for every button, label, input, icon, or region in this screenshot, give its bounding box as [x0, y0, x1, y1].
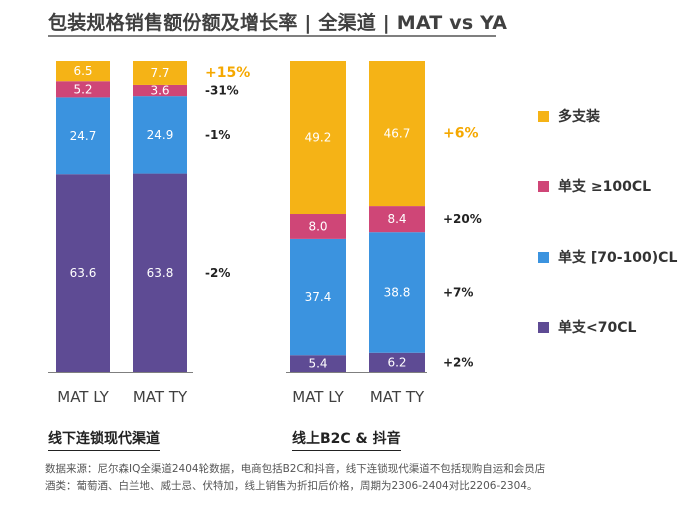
- data-label-g1-c1-multi: 46.7: [384, 127, 411, 141]
- data-label-g0-c1-multi: 7.7: [150, 66, 169, 80]
- growth-label-g0-70-100: -1%: [205, 128, 230, 142]
- category-label-g1-c0: MAT LY: [292, 388, 344, 406]
- category-label-g0-c1: MAT TY: [133, 388, 188, 406]
- bar-segment-g0-c0-lt70: [56, 174, 110, 372]
- bar-segment-g1-c1-lt70: [369, 352, 425, 372]
- legend-swatch-single-100cl: [538, 180, 549, 192]
- bar-segment-g1-c0-multi: [290, 61, 346, 215]
- bar-segment-g0-c1-multi: [133, 61, 187, 85]
- data-label-g1-c0-multi: 49.2: [305, 131, 332, 145]
- bar-segment-g1-c0-70-100: [290, 238, 346, 356]
- bar-segment-g0-c1-lt70: [133, 173, 187, 372]
- legend-label-single-100cl: 单支 ≥100CL: [558, 179, 652, 195]
- legend-item-single-70-100cl: 单支 [70-100)CL: [538, 247, 677, 267]
- legend-swatch-single-under-70cl: [538, 321, 549, 333]
- data-label-g1-c0-ge100: 8.0: [308, 219, 327, 233]
- bar-segment-g1-c0-lt70: [290, 355, 346, 372]
- bar-segment-g1-c1-70-100: [369, 232, 425, 353]
- group-label-offline: 线下连锁现代渠道: [48, 428, 160, 451]
- growth-label-g1-lt70: +2%: [443, 355, 473, 369]
- legend-item-multipack: 多支装: [538, 106, 600, 126]
- data-label-g1-c1-lt70: 6.2: [387, 355, 406, 369]
- bar-segment-g1-c1-ge100: [369, 206, 425, 233]
- title-underline: [48, 35, 496, 37]
- bar-segment-g0-c0-multi: [56, 61, 110, 82]
- legend-swatch-multipack: [538, 110, 549, 122]
- group-label-online: 线上B2C & 抖音: [292, 428, 401, 451]
- legend-label-single-under-70cl: 单支<70CL: [558, 320, 637, 336]
- category-label-g0-c0: MAT LY: [57, 388, 109, 406]
- legend-item-single-under-70cl: 单支<70CL: [538, 317, 636, 337]
- bar-segment-g0-c0-70-100: [56, 97, 110, 175]
- data-label-g1-c0-70-100: 37.4: [305, 290, 332, 304]
- legend-label-single-70-100cl: 单支 [70-100)CL: [558, 250, 678, 266]
- bar-segment-g1-c0-ge100: [290, 214, 346, 239]
- chart-title: 包装规格销售额份额及增长率 | 全渠道 | MAT vs YA: [48, 12, 508, 34]
- data-label-g0-c1-70-100: 24.9: [147, 128, 174, 142]
- bar-segment-g0-c0-ge100: [56, 81, 110, 98]
- legend-item-single-100cl: 单支 ≥100CL: [538, 176, 651, 196]
- growth-label-g1-70-100: +7%: [443, 285, 473, 299]
- data-label-g0-c1-lt70: 63.8: [147, 266, 174, 280]
- data-label-g0-c0-70-100: 24.7: [70, 129, 97, 143]
- legend-label-multipack: 多支装: [558, 109, 600, 125]
- growth-label-g0-lt70: -2%: [205, 266, 230, 280]
- category-label-g1-c1: MAT TY: [370, 388, 425, 406]
- data-label-g1-c0-lt70: 5.4: [308, 357, 327, 371]
- data-label-g0-c0-lt70: 63.6: [70, 266, 97, 280]
- footnote-scope: 酒类：葡萄酒、白兰地、威士忌、伏特加，线上销售为折扣后价格，周期为2306-24…: [45, 480, 538, 492]
- data-label-g1-c1-ge100: 8.4: [387, 212, 406, 226]
- growth-label-g1-ge100: +20%: [443, 212, 482, 226]
- data-label-g0-c0-multi: 6.5: [73, 64, 92, 78]
- data-label-g0-c1-ge100: 3.6: [150, 84, 169, 98]
- footnote-source: 数据来源：尼尔森IQ全渠道2404轮数据，电商包括B2C和抖音，线下连锁现代渠道…: [45, 463, 546, 475]
- bar-segment-g1-c1-multi: [369, 61, 425, 207]
- bar-segment-g0-c1-ge100: [133, 84, 187, 97]
- bar-segment-g0-c1-70-100: [133, 96, 187, 174]
- growth-label-g1-multi: +6%: [443, 126, 479, 142]
- growth-label-g0-ge100: -31%: [205, 84, 239, 98]
- data-label-g1-c1-70-100: 38.8: [384, 285, 411, 299]
- legend-swatch-single-70-100cl: [538, 251, 549, 263]
- data-label-g0-c0-ge100: 5.2: [73, 82, 92, 96]
- growth-label-g0-multi: +15%: [205, 65, 250, 81]
